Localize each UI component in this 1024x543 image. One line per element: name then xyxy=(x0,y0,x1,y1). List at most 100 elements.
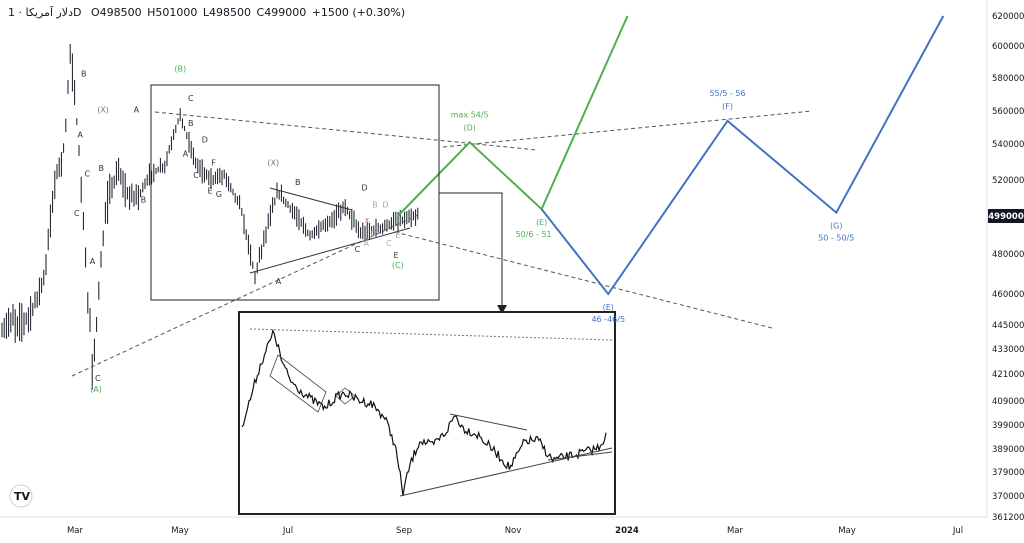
price-tick-label: 389000 xyxy=(992,445,1024,455)
price-tick-label: 600000 xyxy=(992,42,1024,52)
price-tick-label: 433000 xyxy=(992,345,1024,355)
inset-upper-line xyxy=(449,413,528,431)
ohlc-low: L498500 xyxy=(202,6,252,19)
wave-label: B xyxy=(81,69,87,78)
wave-label: A xyxy=(183,150,189,159)
price-tick-label: 580000 xyxy=(992,74,1024,84)
time-tick-label: May xyxy=(171,526,189,536)
wave-label: G xyxy=(216,190,222,199)
price-tick-label: 399000 xyxy=(992,421,1024,431)
price-tick-label: 540000 xyxy=(992,140,1024,150)
price-tick-label: 361200 xyxy=(992,513,1024,523)
wave-label: C xyxy=(84,169,90,178)
projection-wave-label: (F) xyxy=(722,102,733,111)
wave-label: (X) xyxy=(267,159,279,168)
wave-label: A xyxy=(134,106,140,115)
price-tick-label: 480000 xyxy=(992,250,1024,260)
projection-target-note: 50/6 - 51 xyxy=(516,230,552,239)
inset-channel xyxy=(269,354,327,413)
price-tick-label: 409000 xyxy=(992,397,1024,407)
triangle-lower-line xyxy=(249,227,411,274)
wave-label: C xyxy=(188,94,194,103)
lower-dashed-line xyxy=(394,231,773,329)
ohlc-open: O498500 xyxy=(90,6,142,19)
price-tick-label: 520000 xyxy=(992,176,1024,186)
last-price-label: 499000 xyxy=(988,212,1024,222)
ohlc-close: C499000 xyxy=(256,6,307,19)
wave-label: C xyxy=(370,229,376,238)
wave-label: C xyxy=(355,245,361,254)
symbol-title[interactable]: دلار آمریکا · 1D xyxy=(8,6,82,19)
price-tick-label: 370000 xyxy=(992,492,1024,502)
upper-dashed-line xyxy=(442,110,813,148)
projection-wave-label: (G) xyxy=(830,222,842,231)
ohlc-high: H501000 xyxy=(147,6,198,19)
green-projection-line xyxy=(397,15,629,217)
price-tick-label: 445000 xyxy=(992,321,1024,331)
projection-wave-label: (E) xyxy=(536,218,547,227)
wave-label: A xyxy=(90,257,96,266)
wave-label: B xyxy=(141,195,147,204)
projection-target-note: max 54/5 xyxy=(451,110,489,119)
wave-label: F xyxy=(211,159,216,168)
wave-label: D xyxy=(202,135,208,144)
trend-lines xyxy=(71,110,813,377)
wave-label: A xyxy=(276,277,282,286)
projection-wave-label: (E) xyxy=(603,303,614,312)
zoom-arrow-head xyxy=(497,305,507,314)
price-tick-label: 560000 xyxy=(992,107,1024,117)
wave-label: B xyxy=(372,200,378,209)
projection-target-note: 55/5 - 56 xyxy=(709,89,745,98)
wave-label: D xyxy=(382,200,388,209)
wave-label: (B) xyxy=(174,65,186,74)
wave-label: E xyxy=(395,231,400,240)
time-tick-label: Mar xyxy=(727,526,744,536)
projection-target-note: 50 - 50/5 xyxy=(818,234,854,243)
wave-label: C xyxy=(95,374,101,383)
triangle-upper-line xyxy=(269,187,353,211)
inset-zoom xyxy=(238,311,616,515)
tradingview-logo: TV xyxy=(14,490,31,503)
time-tick-label: Sep xyxy=(396,526,412,536)
logo-ring xyxy=(9,484,33,508)
time-tick-label: Jul xyxy=(952,526,963,536)
time-tick-label: Jul xyxy=(282,526,293,536)
blue-projection-line xyxy=(540,15,945,296)
last-price-tag xyxy=(988,209,1024,223)
inset-small-box xyxy=(335,387,356,405)
time-tick-label: Mar xyxy=(67,526,84,536)
wave-label: E xyxy=(208,187,213,196)
inset-small-line xyxy=(547,451,613,461)
price-tick-label: 620000 xyxy=(992,12,1024,22)
projection-labels: (D) max 54/5 (E) 50/6 - 51 (E) 46 -46/5 (F) 55/… xyxy=(9,89,854,508)
wave-label: (C) xyxy=(392,261,404,270)
wave-label: (A) xyxy=(90,385,102,394)
inset-price-path xyxy=(241,328,607,496)
time-tick-label: May xyxy=(838,526,856,536)
projection-lines xyxy=(397,15,945,296)
wave-label: A xyxy=(363,239,369,248)
zoom-arrow-line xyxy=(439,192,503,308)
time-axis[interactable]: Mar May Jul Sep Nov 2024 Mar May Jul xyxy=(0,516,987,536)
support-trendline xyxy=(71,213,421,377)
symbol-header[interactable]: دلار آمریکا · 1D O498500 H501000 L498500… xyxy=(8,6,407,19)
wave-label: (X) xyxy=(97,106,109,115)
time-tick-label: 2024 xyxy=(615,526,639,536)
wave-label: B xyxy=(188,119,194,128)
wave-label: C xyxy=(74,209,80,218)
inset-upper-dashed xyxy=(249,328,613,341)
wave-label: A xyxy=(78,130,84,139)
ohlc-change: +1500 (+0.30%) xyxy=(311,6,406,19)
price-axis[interactable]: 620000 600000 580000 560000 540000 520000 4990… xyxy=(986,0,1024,523)
wave-label: B xyxy=(295,178,301,187)
inset-box xyxy=(238,311,616,515)
red-wave-marker: x xyxy=(365,216,369,224)
wave-label: D xyxy=(361,183,367,192)
projection-target-note: 46 -46/5 xyxy=(591,315,625,324)
wave-label: C xyxy=(193,171,199,180)
wave-label: C xyxy=(386,239,392,248)
projection-wave-label: (D) xyxy=(463,123,475,132)
wave-label: E xyxy=(393,251,398,260)
